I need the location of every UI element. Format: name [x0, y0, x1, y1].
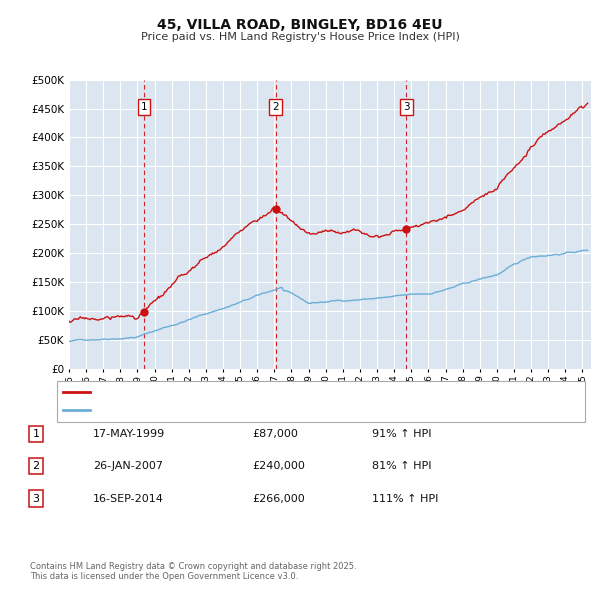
Text: 3: 3	[32, 494, 40, 503]
Text: 1: 1	[140, 102, 147, 112]
Text: £87,000: £87,000	[252, 429, 298, 438]
Text: £266,000: £266,000	[252, 494, 305, 503]
Text: 81% ↑ HPI: 81% ↑ HPI	[372, 461, 431, 471]
Text: 111% ↑ HPI: 111% ↑ HPI	[372, 494, 439, 503]
Text: 1: 1	[32, 429, 40, 438]
Text: 17-MAY-1999: 17-MAY-1999	[93, 429, 165, 438]
Text: 26-JAN-2007: 26-JAN-2007	[93, 461, 163, 471]
Text: 3: 3	[403, 102, 410, 112]
Text: 16-SEP-2014: 16-SEP-2014	[93, 494, 164, 503]
Text: Price paid vs. HM Land Registry's House Price Index (HPI): Price paid vs. HM Land Registry's House …	[140, 32, 460, 42]
Text: 45, VILLA ROAD, BINGLEY, BD16 4EU (semi-detached house): 45, VILLA ROAD, BINGLEY, BD16 4EU (semi-…	[96, 387, 394, 397]
Text: 2: 2	[32, 461, 40, 471]
Text: £240,000: £240,000	[252, 461, 305, 471]
Text: 2: 2	[272, 102, 279, 112]
Text: HPI: Average price, semi-detached house, Bradford: HPI: Average price, semi-detached house,…	[96, 405, 346, 415]
Text: 91% ↑ HPI: 91% ↑ HPI	[372, 429, 431, 438]
Text: Contains HM Land Registry data © Crown copyright and database right 2025.
This d: Contains HM Land Registry data © Crown c…	[30, 562, 356, 581]
Text: 45, VILLA ROAD, BINGLEY, BD16 4EU: 45, VILLA ROAD, BINGLEY, BD16 4EU	[157, 18, 443, 32]
